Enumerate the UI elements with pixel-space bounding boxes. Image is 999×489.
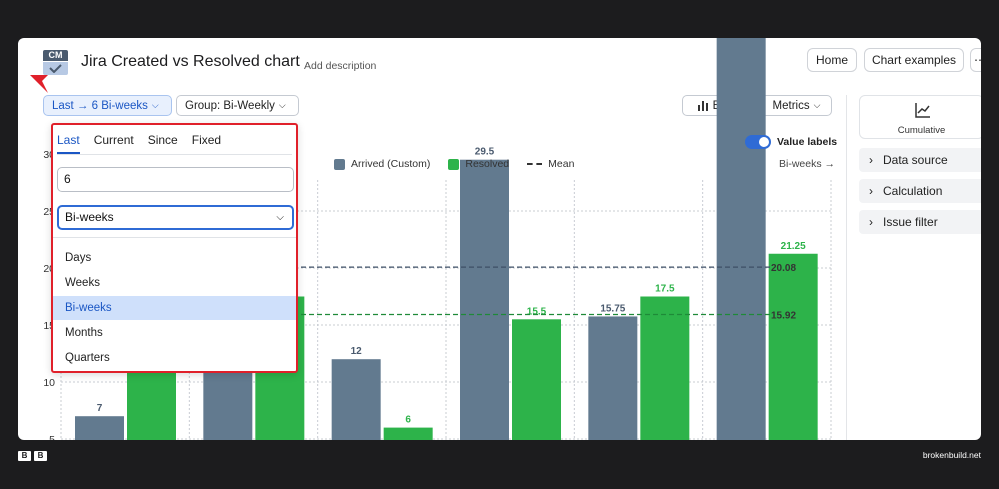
- option-quarters[interactable]: Quarters: [65, 352, 110, 364]
- arrived-value-label: 29.5: [475, 147, 495, 158]
- more-menu-button[interactable]: ⋯: [970, 48, 981, 72]
- arrived-value-label: 12: [351, 346, 363, 357]
- period-unit-select[interactable]: Bi-weeks ⌵: [57, 205, 294, 230]
- mean-value-label: 20.08: [771, 263, 796, 274]
- period-count-input[interactable]: 6: [57, 167, 294, 192]
- issue-filter-section[interactable]: › Issue filter: [859, 210, 981, 234]
- brand-letter: B: [34, 451, 47, 461]
- legend-label: Resolved: [465, 158, 510, 170]
- legend-item-arrived[interactable]: Arrived (Custom): [334, 158, 430, 170]
- legend-swatch: [448, 158, 460, 170]
- period-popover: Last Current Since Fixed 6 Bi-weeks ⌵ Da…: [51, 123, 298, 373]
- resolved-bar: [383, 427, 433, 440]
- chart-examples-button[interactable]: Chart examples: [864, 48, 964, 72]
- resolved-value-label: 21.25: [781, 241, 806, 252]
- app-logo: CM: [43, 50, 68, 76]
- arrived-bar: [331, 359, 381, 440]
- arrived-bar: [588, 316, 638, 440]
- brand-site: brokenbuild.net: [922, 450, 981, 460]
- section-label: Calculation: [883, 184, 943, 198]
- arrived-bar: [716, 38, 766, 440]
- resolved-value-label: 6: [405, 415, 411, 426]
- arrived-bar: [460, 159, 509, 440]
- cumulative-label: Cumulative: [897, 125, 946, 136]
- resolved-bar: [640, 296, 690, 440]
- period-navigation-link[interactable]: Bi-weeks →: [779, 158, 836, 170]
- page-title: Jira Created vs Resolved chart: [81, 53, 300, 70]
- group-selector-label: Group: Bi-Weekly: [185, 99, 275, 112]
- section-label: Issue filter: [883, 215, 938, 229]
- legend-swatch: [334, 158, 345, 170]
- logo-text: CM: [43, 50, 68, 61]
- cumulative-button[interactable]: Cumulative: [859, 95, 981, 139]
- brand-logo: B B: [18, 451, 47, 461]
- trend-chart-icon: [915, 103, 930, 118]
- y-tick-label: 10: [43, 377, 55, 389]
- bar-chart-icon: [697, 101, 708, 111]
- value-labels-label: Value labels: [777, 136, 838, 148]
- option-weeks[interactable]: Weeks: [65, 277, 100, 289]
- period-tabs: Last Current Since Fixed: [57, 133, 292, 155]
- tab-fixed[interactable]: Fixed: [191, 133, 222, 147]
- chevron-right-icon: ›: [869, 184, 873, 198]
- resolved-value-label: 15.5: [527, 306, 547, 317]
- arrived-value-label: 7: [97, 403, 103, 414]
- home-button[interactable]: Home: [807, 48, 857, 72]
- resolved-bar: [768, 253, 818, 440]
- pointer-arrow-icon: [30, 75, 48, 93]
- tab-current[interactable]: Current: [93, 133, 134, 147]
- legend-item-resolved[interactable]: Resolved: [448, 158, 509, 170]
- tab-last[interactable]: Last: [57, 133, 80, 154]
- legend-item-mean[interactable]: Mean: [527, 158, 574, 170]
- period-unit-options: Days Weeks Bi-weeks Months Quarters: [53, 237, 296, 370]
- period-unit-value: Bi-weeks: [65, 210, 114, 224]
- period-selector[interactable]: Last → 6 Bi-weeks ⌵: [43, 95, 172, 116]
- resolved-bar: [512, 319, 561, 440]
- arrived-bar: [75, 416, 124, 440]
- tab-since[interactable]: Since: [147, 133, 178, 147]
- legend-label: Mean: [548, 158, 575, 170]
- check-icon: [49, 64, 62, 73]
- calculation-section[interactable]: › Calculation: [859, 179, 981, 203]
- chevron-down-icon: ⌵: [278, 100, 286, 110]
- y-tick-label: 30: [43, 149, 55, 161]
- chevron-right-icon: ›: [869, 153, 873, 167]
- y-tick-label: 20: [43, 263, 55, 275]
- section-label: Data source: [883, 153, 948, 167]
- chart-legend: Arrived (Custom) Resolved Mean: [334, 158, 574, 170]
- app-window: CM Jira Created vs Resolved chart Add de…: [18, 38, 981, 440]
- metrics-label: Metrics: [772, 99, 810, 112]
- option-days[interactable]: Days: [65, 252, 92, 264]
- value-labels-toggle[interactable]: Value labels: [745, 135, 837, 149]
- settings-panel: Cumulative › Data source › Calculation ›…: [846, 95, 981, 440]
- group-selector[interactable]: Group: Bi-Weekly ⌵: [176, 95, 299, 116]
- chevron-down-icon: ⌵: [813, 100, 821, 110]
- period-selector-label: Last → 6 Bi-weeks: [52, 99, 148, 112]
- chevron-down-icon: ⌵: [151, 100, 159, 110]
- metrics-selector[interactable]: Metrics ⌵: [761, 95, 832, 116]
- y-tick-label: 25: [43, 206, 55, 218]
- chevron-right-icon: ›: [869, 215, 873, 229]
- brand-letter: B: [18, 451, 31, 461]
- y-tick-label: 5: [49, 434, 55, 440]
- toggle-switch[interactable]: [745, 135, 771, 149]
- y-tick-label: 15: [43, 320, 55, 332]
- legend-label: Arrived (Custom): [351, 158, 431, 170]
- arrived-value-label: 15.75: [600, 303, 625, 314]
- option-bi-weeks[interactable]: Bi-weeks: [53, 296, 296, 320]
- chevron-down-icon: ⌵: [276, 212, 284, 223]
- mean-value-label: 15.92: [771, 311, 796, 322]
- resolved-value-label: 17.5: [655, 284, 675, 295]
- data-source-section[interactable]: › Data source: [859, 148, 981, 172]
- add-description-link[interactable]: Add description: [304, 60, 377, 72]
- option-months[interactable]: Months: [65, 327, 103, 339]
- legend-dash: [527, 163, 543, 165]
